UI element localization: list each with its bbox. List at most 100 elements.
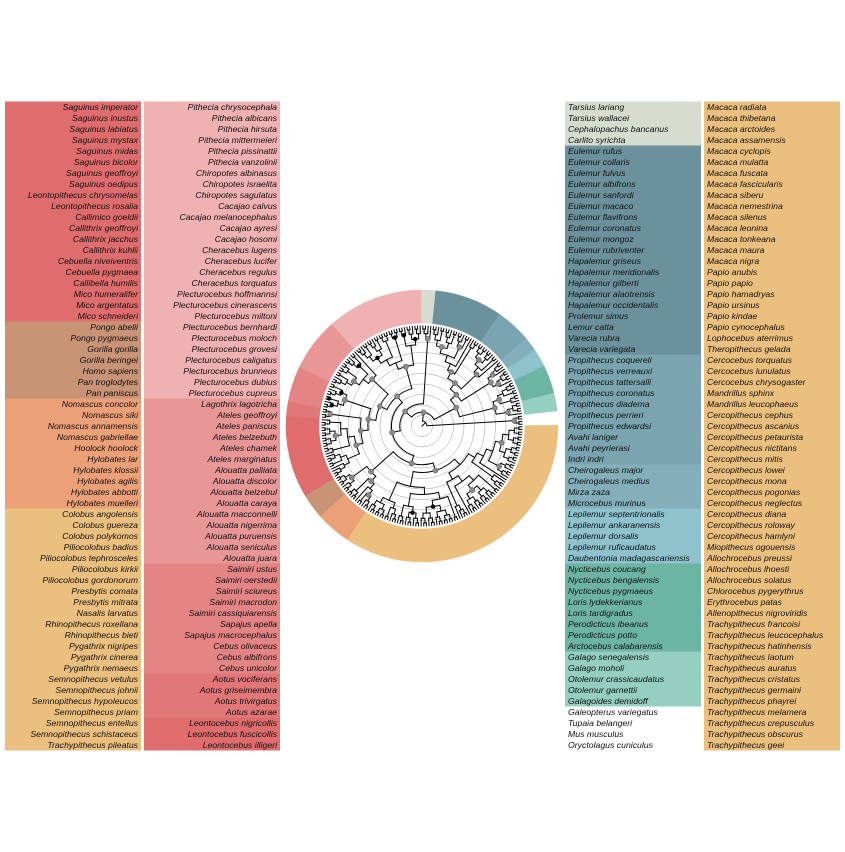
tip-label: Avahi laniger	[567, 432, 619, 442]
clade-label-background	[144, 277, 280, 289]
clade-label-background	[565, 453, 701, 465]
tree-branch	[398, 328, 401, 333]
tree-branch	[460, 381, 492, 402]
tip-label: Eulemur albifrons	[568, 179, 636, 189]
tree-branch	[347, 435, 355, 438]
clade-label-background	[565, 299, 701, 311]
tip-label: Hylobates lar	[87, 454, 139, 464]
tree-branch	[332, 444, 351, 451]
tree-branch	[493, 358, 497, 362]
tree-branch	[335, 373, 340, 377]
clade-label-background	[5, 288, 141, 300]
clade-label-background	[565, 134, 701, 146]
clade-label-background	[704, 486, 840, 498]
tree-branch	[353, 356, 362, 365]
tree-branch	[481, 347, 486, 351]
tree-branch	[364, 342, 368, 347]
tree-branch	[349, 492, 353, 496]
tree-branch	[339, 474, 345, 479]
clade-label-background	[144, 244, 280, 256]
tree-branch	[369, 508, 373, 513]
clade-label-background	[704, 233, 840, 245]
clade-label-background	[5, 629, 141, 641]
tree-branch	[435, 516, 438, 526]
tip-label: Saguinus inustus	[72, 113, 139, 123]
calibration-node-marker	[420, 409, 427, 416]
clade-label-background	[565, 189, 701, 201]
tip-label: Cebus unicolor	[219, 663, 278, 673]
clade-label-background	[704, 519, 840, 531]
tree-branch	[327, 459, 333, 463]
tree-branch	[411, 325, 414, 335]
tip-label: Colobus angolensis	[62, 509, 138, 519]
grid-circle	[337, 341, 507, 511]
tree-branch	[496, 468, 503, 473]
tip-label: Cacajao ayresi	[220, 223, 279, 233]
clade-label-background	[565, 354, 701, 366]
clade-label-background	[144, 321, 280, 333]
tip-label: Cercocebus lunulatus	[707, 366, 791, 376]
clade-label-background	[144, 211, 280, 223]
tree-branch	[337, 478, 342, 482]
calibration-node-marker	[432, 467, 439, 474]
clade-label-background	[5, 145, 141, 157]
tree-branch	[409, 471, 414, 487]
tree-branch	[483, 348, 488, 353]
tip-label: Pygathrix nemaeus	[64, 663, 139, 673]
calibration-node-marker	[469, 487, 475, 493]
clade-label-background	[5, 651, 141, 663]
clade-label-background	[565, 431, 701, 443]
tree-branch	[325, 438, 332, 440]
tree-branch	[440, 327, 442, 332]
tree-branch	[373, 337, 377, 342]
clade-label-background	[704, 365, 840, 377]
tree-branch	[354, 486, 369, 502]
tip-label: Semnopithecus hypoleucos	[32, 696, 139, 706]
clade-label-background	[704, 299, 840, 311]
tree-branch	[498, 364, 502, 368]
tree-branch	[388, 359, 403, 367]
clade-label-background	[704, 200, 840, 212]
tree-branch	[480, 502, 484, 506]
clade-label-background	[144, 299, 280, 311]
clade-label-background	[144, 101, 280, 113]
clade-label-background	[144, 717, 280, 729]
tree-branch	[401, 515, 404, 522]
tip-label: Tarsius wallacei	[568, 113, 630, 123]
tree-branch	[327, 457, 332, 460]
tip-label: Homo sapiens	[82, 366, 138, 376]
tip-label: Galeopterus variegatus	[568, 707, 658, 717]
tree-branch	[324, 447, 329, 450]
clade-label-background	[565, 211, 701, 223]
tip-label: Avahi peyrierasi	[567, 443, 631, 453]
tree-branch	[389, 512, 393, 522]
tip-label: Aotus azarae	[225, 707, 277, 717]
tree-branch	[438, 520, 441, 526]
tree-branch	[393, 329, 396, 334]
tree-branch	[345, 488, 350, 492]
tree-branch	[466, 496, 474, 502]
clade-label-background	[144, 728, 280, 740]
tree-branch	[380, 333, 384, 339]
tree-branch	[460, 373, 478, 390]
tip-label: Alouatta nigerrima	[205, 520, 277, 530]
tree-branch	[376, 339, 383, 350]
tree-branch	[471, 461, 494, 478]
tip-label: Propithecus coronatus	[568, 388, 655, 398]
clade-label-background	[704, 453, 840, 465]
tip-label: Trachypithecus melamera	[707, 707, 806, 717]
tree-branch	[392, 502, 396, 509]
tip-label: Eulemur mongoz	[568, 234, 634, 244]
clade-label-background	[5, 123, 141, 135]
tip-label: Cheracebus lugens	[202, 245, 278, 255]
tree-branch	[466, 493, 471, 500]
tree-branch	[473, 341, 477, 345]
tip-label: Plecturocebus dubius	[194, 377, 278, 387]
tree-branch	[337, 371, 341, 375]
clade-label-background	[5, 541, 141, 553]
clade-label-background	[5, 134, 141, 146]
tip-label: Callithrix jacchus	[73, 234, 139, 244]
clade-label-background	[5, 552, 141, 564]
calibration-node-marker	[369, 376, 375, 383]
tree-branch	[498, 450, 506, 454]
